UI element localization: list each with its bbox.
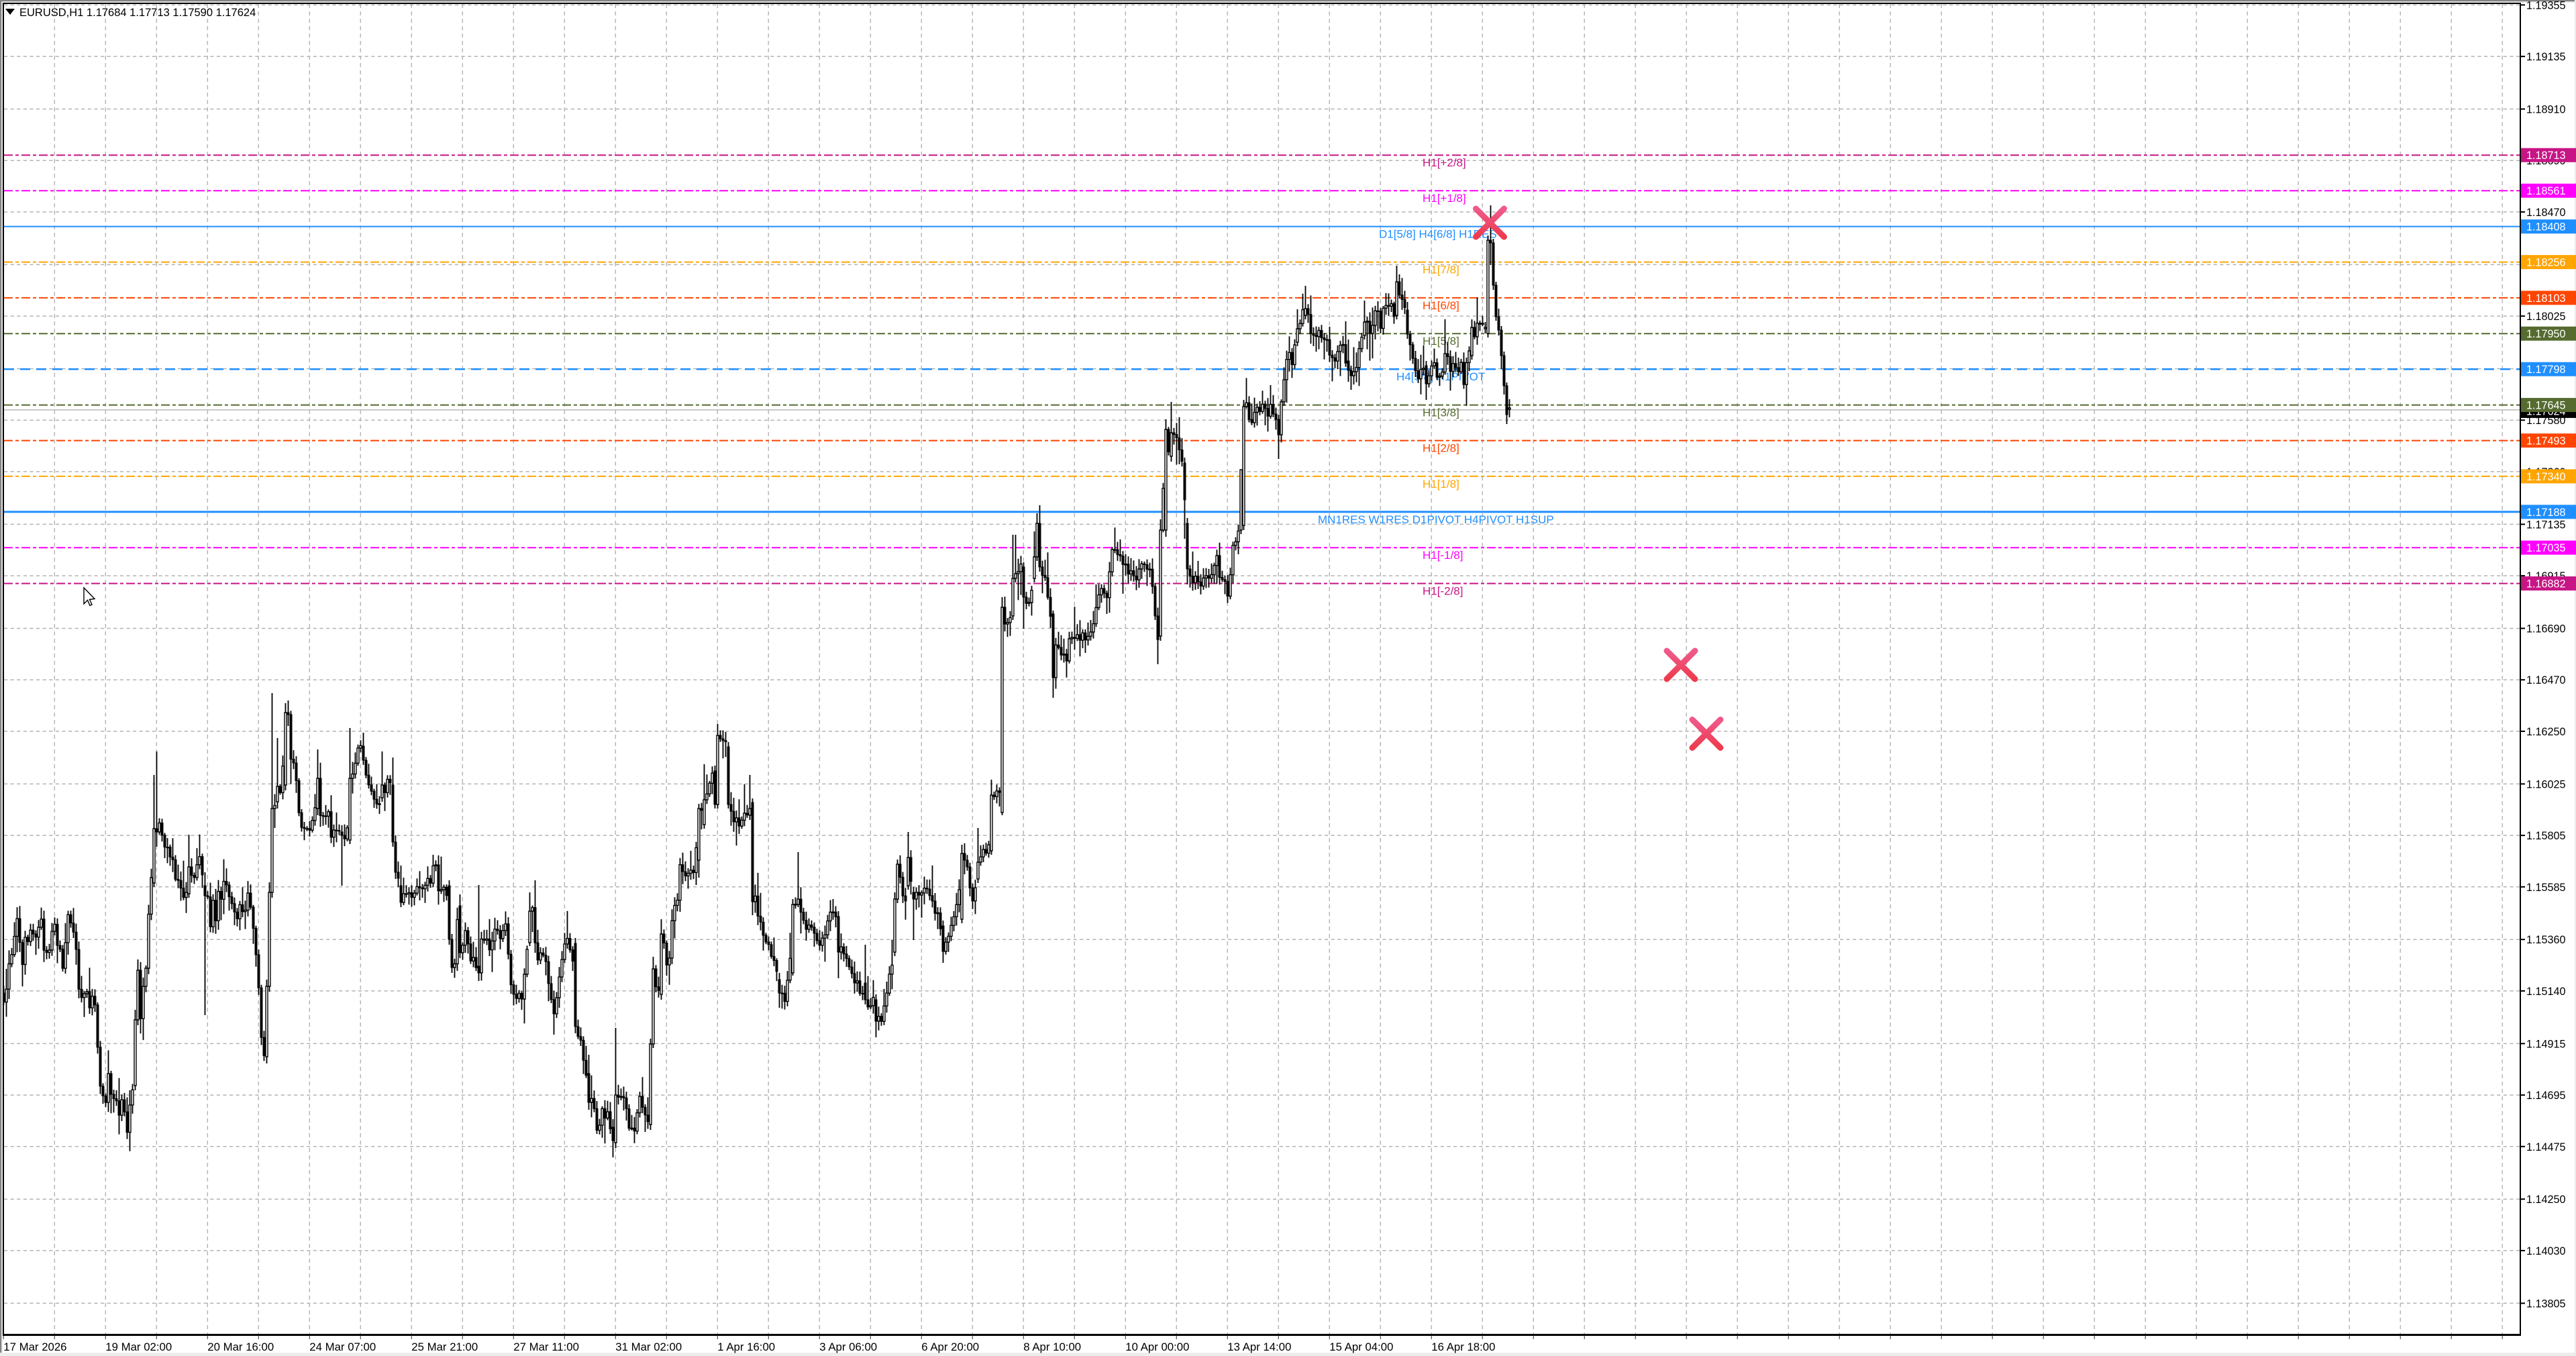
svg-text:1.17135: 1.17135 <box>2526 519 2566 531</box>
svg-text:1.15585: 1.15585 <box>2526 882 2566 894</box>
svg-text:19 Mar 02:00: 19 Mar 02:00 <box>105 1341 172 1353</box>
svg-text:H1[+1/8]: H1[+1/8] <box>1423 192 1466 205</box>
svg-text:1.17950: 1.17950 <box>2526 328 2566 340</box>
svg-text:25 Mar 21:00: 25 Mar 21:00 <box>411 1341 478 1353</box>
svg-text:1.13805: 1.13805 <box>2526 1298 2566 1310</box>
svg-text:1.17188: 1.17188 <box>2526 507 2566 519</box>
svg-text:H1[-2/8]: H1[-2/8] <box>1423 585 1463 598</box>
svg-text:H1[6/8]: H1[6/8] <box>1423 299 1459 312</box>
svg-text:1.18103: 1.18103 <box>2526 293 2566 305</box>
svg-text:H1[7/8]: H1[7/8] <box>1423 264 1459 276</box>
svg-text:1.18713: 1.18713 <box>2526 150 2566 162</box>
svg-text:20 Mar 16:00: 20 Mar 16:00 <box>207 1341 274 1353</box>
svg-text:1.14915: 1.14915 <box>2526 1038 2566 1050</box>
svg-text:1.16470: 1.16470 <box>2526 674 2566 686</box>
svg-text:MN1RES W1RES D1PIVOT H4PIVOT H: MN1RES W1RES D1PIVOT H4PIVOT H1SUP <box>1318 513 1554 526</box>
svg-text:H1[1/8]: H1[1/8] <box>1423 478 1459 490</box>
svg-text:10 Apr 00:00: 10 Apr 00:00 <box>1125 1341 1189 1353</box>
svg-text:8 Apr 10:00: 8 Apr 10:00 <box>1023 1341 1081 1353</box>
svg-text:1.17493: 1.17493 <box>2526 435 2566 448</box>
svg-text:3 Apr 06:00: 3 Apr 06:00 <box>819 1341 877 1353</box>
svg-text:1.16025: 1.16025 <box>2526 778 2566 790</box>
svg-text:1.19135: 1.19135 <box>2526 51 2566 63</box>
svg-text:31 Mar 02:00: 31 Mar 02:00 <box>615 1341 682 1353</box>
svg-text:1.15140: 1.15140 <box>2526 986 2566 998</box>
svg-text:15 Apr 04:00: 15 Apr 04:00 <box>1329 1341 1393 1353</box>
svg-text:1.18408: 1.18408 <box>2526 221 2566 233</box>
svg-text:1.16690: 1.16690 <box>2526 623 2566 635</box>
svg-text:1.18470: 1.18470 <box>2526 207 2566 219</box>
svg-text:1.14695: 1.14695 <box>2526 1090 2566 1102</box>
svg-text:1.17798: 1.17798 <box>2526 364 2566 376</box>
svg-text:H1[5/8]: H1[5/8] <box>1423 335 1459 348</box>
svg-text:1.14250: 1.14250 <box>2526 1194 2566 1206</box>
svg-text:EURUSD,H1 1.17684 1.17713 1.1: EURUSD,H1 1.17684 1.17713 1.17590 1.1762… <box>19 7 256 19</box>
svg-text:6 Apr 20:00: 6 Apr 20:00 <box>921 1341 979 1353</box>
svg-text:H1[3/8]: H1[3/8] <box>1423 407 1459 419</box>
svg-text:16 Apr 18:00: 16 Apr 18:00 <box>1431 1341 1495 1353</box>
svg-text:1.18561: 1.18561 <box>2526 185 2566 197</box>
svg-text:1.18025: 1.18025 <box>2526 311 2566 323</box>
svg-text:H1[-1/8]: H1[-1/8] <box>1423 549 1463 562</box>
svg-text:1.18256: 1.18256 <box>2526 257 2566 269</box>
svg-text:1.18910: 1.18910 <box>2526 104 2566 116</box>
svg-text:1.16882: 1.16882 <box>2526 578 2566 590</box>
svg-text:1.17645: 1.17645 <box>2526 400 2566 412</box>
svg-text:1.17035: 1.17035 <box>2526 542 2566 554</box>
svg-text:H1[+2/8]: H1[+2/8] <box>1423 156 1466 169</box>
svg-text:1.16250: 1.16250 <box>2526 726 2566 738</box>
svg-text:13 Apr 14:00: 13 Apr 14:00 <box>1227 1341 1291 1353</box>
svg-text:1.19355: 1.19355 <box>2526 0 2566 11</box>
svg-text:1.17340: 1.17340 <box>2526 471 2566 483</box>
svg-text:D1[5/8] H4[6/8] H1RES: D1[5/8] H4[6/8] H1RES <box>1379 228 1497 241</box>
svg-text:1.15805: 1.15805 <box>2526 830 2566 842</box>
svg-text:1.14030: 1.14030 <box>2526 1245 2566 1257</box>
svg-text:H1[2/8]: H1[2/8] <box>1423 442 1459 455</box>
svg-text:1.14475: 1.14475 <box>2526 1141 2566 1153</box>
svg-text:24 Mar 07:00: 24 Mar 07:00 <box>309 1341 376 1353</box>
svg-text:17 Mar 2026: 17 Mar 2026 <box>3 1341 66 1353</box>
svg-text:1 Apr 16:00: 1 Apr 16:00 <box>717 1341 775 1353</box>
svg-text:27 Mar 11:00: 27 Mar 11:00 <box>513 1341 579 1353</box>
svg-text:1.15360: 1.15360 <box>2526 934 2566 946</box>
